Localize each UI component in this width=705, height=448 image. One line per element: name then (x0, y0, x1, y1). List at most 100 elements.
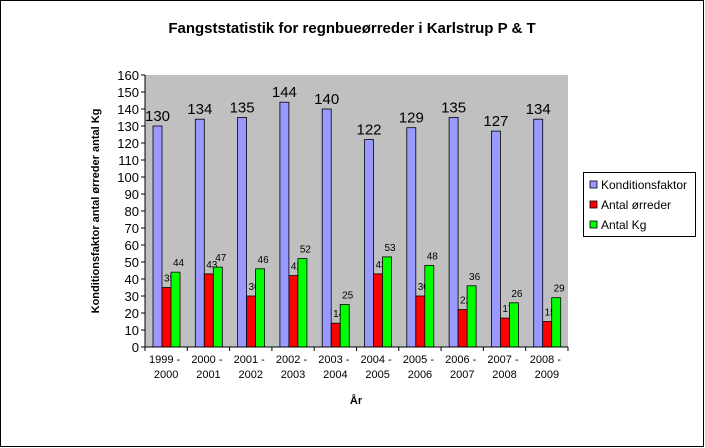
x-tick-line: 2001 - (234, 354, 268, 366)
x-tick-line: 2005 - (403, 354, 437, 366)
bar (364, 139, 374, 348)
data-label: 15 (545, 308, 557, 319)
data-label: 35 (164, 274, 176, 285)
data-label: 129 (399, 110, 424, 127)
x-tick-label: 2004 - 2005 (361, 354, 395, 381)
legend-swatch (589, 200, 598, 209)
data-label: 135 (230, 100, 255, 117)
y-tick-label: 90 (125, 187, 139, 202)
data-label: 14 (333, 309, 345, 320)
data-label: 53 (384, 243, 396, 254)
bar (406, 127, 417, 348)
x-tick-line: 2000 - (191, 354, 225, 366)
y-tick-label: 80 (125, 204, 139, 219)
bar (424, 264, 435, 348)
y-tick-label: 40 (125, 272, 139, 287)
legend-swatch (589, 180, 598, 189)
bar (457, 309, 468, 348)
data-label: 43 (206, 260, 218, 271)
bar (288, 275, 299, 348)
x-tick-line: 2009 (535, 369, 559, 381)
y-tick-label: 160 (117, 68, 139, 83)
data-label: 140 (314, 91, 339, 108)
legend-label: Antal Kg (601, 218, 646, 232)
legend (583, 172, 696, 237)
y-tick-label: 140 (117, 102, 139, 117)
data-label: 26 (511, 289, 523, 300)
x-tick-line: 2004 - (361, 354, 395, 366)
x-tick-label: 2005 - 2006 (403, 354, 437, 381)
x-tick-label: 2001 - 2002 (234, 354, 268, 381)
data-label: 127 (483, 113, 508, 130)
bar (246, 295, 257, 348)
data-label: 44 (173, 258, 185, 269)
x-tick-label: 1999 - 2000 (149, 354, 183, 381)
x-tick-line: 2008 - (530, 354, 564, 366)
bar (170, 271, 181, 348)
bar (330, 322, 341, 348)
y-axis-label: Konditionsfaktor antal ørreder antal Kg (90, 109, 102, 314)
data-label: 30 (418, 282, 430, 293)
y-tick-label: 110 (118, 153, 139, 168)
data-label: 48 (427, 251, 439, 262)
x-tick-line: 2001 (196, 369, 220, 381)
data-label: 36 (469, 272, 481, 283)
data-label: 25 (342, 291, 354, 302)
data-label: 43 (375, 260, 387, 271)
x-tick-line: 1999 - (149, 354, 183, 366)
data-label: 42 (291, 262, 303, 273)
data-label: 134 (526, 101, 551, 118)
bar (415, 295, 426, 348)
x-tick-line: 2002 (239, 369, 263, 381)
x-tick-label: 2000 - 2001 (191, 354, 225, 381)
x-tick-line: 2004 (323, 369, 347, 381)
y-tick-label: 120 (117, 136, 139, 151)
x-tick-line: 2007 (450, 369, 474, 381)
x-tick-line: 2006 (408, 369, 432, 381)
bar (279, 101, 290, 348)
y-tick-label: 130 (117, 119, 139, 134)
x-tick-line: 2002 - (276, 354, 310, 366)
bar (339, 304, 350, 348)
data-label: 134 (187, 101, 212, 118)
data-label: 46 (258, 255, 270, 266)
data-label: 22 (460, 296, 472, 307)
bar (466, 285, 477, 348)
bar (499, 317, 510, 348)
data-label: 30 (249, 282, 261, 293)
bar (212, 266, 223, 348)
bar (237, 117, 248, 348)
y-tick-label: 70 (125, 221, 139, 236)
x-tick-line: 2000 (154, 369, 178, 381)
data-label: 47 (215, 253, 227, 264)
bar (490, 130, 501, 348)
bar (382, 256, 392, 348)
bar (508, 302, 519, 348)
y-tick-label: 150 (117, 85, 139, 100)
bar (255, 268, 266, 348)
data-label: 130 (145, 108, 170, 125)
data-label: 29 (554, 284, 566, 295)
x-tick-label: 2006 - 2007 (445, 354, 479, 381)
legend-label: Antal ørreder (601, 198, 671, 212)
x-axis-label: År (350, 394, 363, 407)
bar (551, 297, 562, 348)
data-label: 17 (502, 304, 514, 315)
bar (194, 118, 205, 348)
x-tick-line: 2007 - (487, 354, 521, 366)
x-tick-label: 2002 - 2003 (276, 354, 310, 381)
bar (533, 118, 544, 348)
x-tick-label: 2003 - 2004 (318, 354, 352, 381)
x-tick-line: 2006 - (445, 354, 479, 366)
legend-label: Konditionsfaktor (601, 178, 687, 192)
bar (448, 117, 459, 348)
x-tick-label: 2007 - 2008 (487, 354, 521, 381)
bar (203, 273, 214, 348)
bar (161, 287, 172, 348)
data-label: 52 (300, 245, 312, 256)
data-label: 122 (356, 122, 381, 139)
y-tick-label: 0 (132, 340, 139, 355)
chart-title: Fangststatistik for regnbueørreder i Kar… (168, 20, 535, 37)
bar (321, 108, 332, 348)
